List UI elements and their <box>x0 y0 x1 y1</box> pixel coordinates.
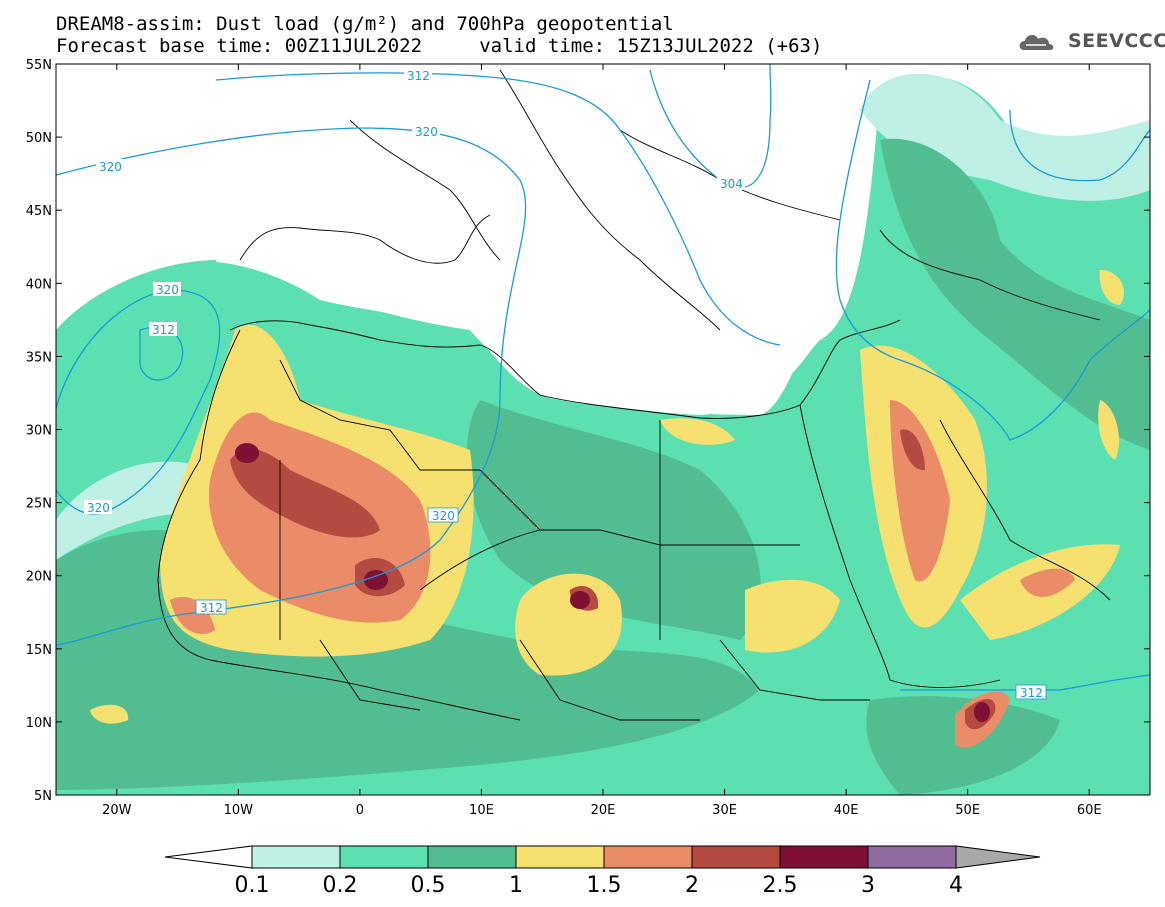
chart-subtitle: Forecast base time: 00Z11JUL2022 valid t… <box>56 35 823 57</box>
colorbar-label: 4 <box>949 873 963 898</box>
lat-tick-label: 35N <box>26 350 52 365</box>
contour-label: 312 <box>152 323 175 337</box>
chart-title: DREAM8-assim: Dust load (g/m²) and 700hP… <box>56 13 674 35</box>
lon-axis: 20W 10W 0 10E 20E 30E 40E 50E 60E <box>102 64 1102 818</box>
colorbar: 0.1 0.2 0.5 1 1.5 2 2.5 3 4 <box>164 845 1041 898</box>
colorbar-bin <box>603 845 693 869</box>
lat-tick-label: 5N <box>34 789 52 804</box>
colorbar-bin <box>779 845 869 869</box>
colorbar-label: 0.1 <box>235 873 270 898</box>
contour-label: 320 <box>87 501 110 515</box>
colorbar-bin <box>867 845 957 869</box>
lon-tick-label: 60E <box>1077 803 1102 818</box>
lat-tick-label: 25N <box>26 497 52 512</box>
lat-tick-label: 50N <box>26 131 52 146</box>
contour-label: 312 <box>200 601 223 615</box>
colorbar-high-arrow <box>955 845 1041 869</box>
lat-tick-label: 30N <box>26 424 52 439</box>
lat-tick-label: 20N <box>26 570 52 585</box>
lat-tick-label: 40N <box>26 277 52 292</box>
lon-tick-label: 30E <box>712 803 737 818</box>
lon-tick-label: 10E <box>469 803 494 818</box>
colorbar-bin <box>515 845 605 869</box>
coastlines <box>157 69 1111 721</box>
contour-label: 312 <box>1020 686 1043 700</box>
lat-tick-label: 10N <box>26 716 52 731</box>
lat-axis: 5N 10N 15N 20N 25N 30N 35N 40N 45N 50N 55N <box>26 58 1150 804</box>
lon-tick-label: 40E <box>834 803 859 818</box>
contour-labels: 312 320 304 320 320 312 320 320 312 312 <box>84 68 1047 700</box>
colorbar-low-arrow <box>164 845 253 869</box>
contour-label: 320 <box>415 125 438 139</box>
colorbar-bin <box>251 845 341 869</box>
lat-tick-label: 55N <box>26 58 52 73</box>
contour-label: 320 <box>99 160 122 174</box>
colorbar-label: 3 <box>861 873 875 898</box>
lon-tick-label: 20W <box>102 803 132 818</box>
lon-tick-label: 10W <box>224 803 254 818</box>
contour-label: 320 <box>432 509 455 523</box>
colorbar-bin <box>339 845 429 869</box>
colorbar-label: 0.2 <box>323 873 358 898</box>
colorbar-label: 0.5 <box>411 873 446 898</box>
colorbar-label: 2 <box>685 873 699 898</box>
lon-tick-label: 20E <box>591 803 616 818</box>
colorbar-bin <box>691 845 781 869</box>
logo-text: SEEVCCC <box>1068 30 1165 52</box>
cloud-icon <box>1019 35 1054 50</box>
colorbar-label: 2.5 <box>763 873 798 898</box>
lon-tick-label: 0 <box>356 803 364 818</box>
lat-tick-label: 45N <box>26 204 52 219</box>
colorbar-label: 1 <box>509 873 523 898</box>
lon-tick-label: 50E <box>955 803 980 818</box>
dust-fields <box>56 64 1150 795</box>
colorbar-bin <box>427 845 517 869</box>
contour-label: 312 <box>407 69 430 83</box>
contour-label: 320 <box>156 283 179 297</box>
lat-tick-label: 15N <box>26 643 52 658</box>
contour-label: 304 <box>720 177 743 191</box>
colorbar-label: 1.5 <box>587 873 622 898</box>
